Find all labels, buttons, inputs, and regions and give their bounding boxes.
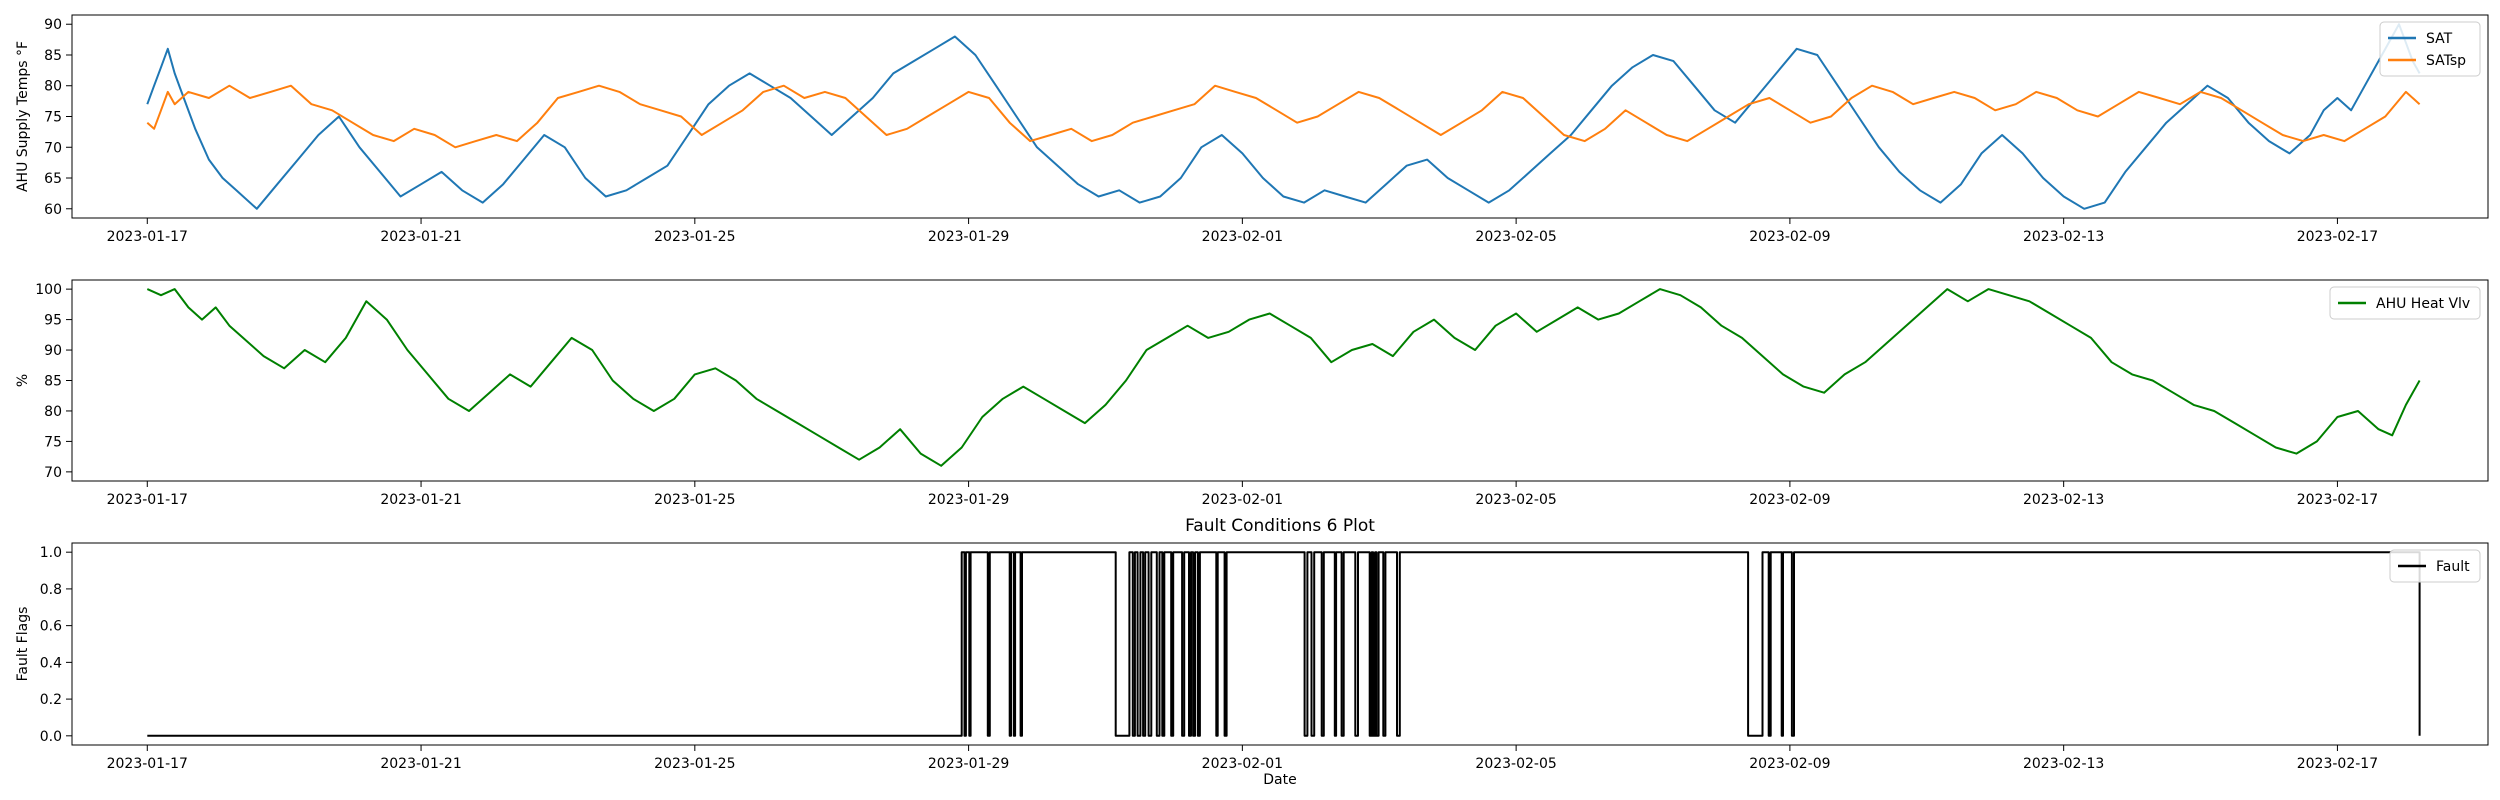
y-tick-label: 80 [44,79,62,95]
y-tick-label: 75 [44,110,62,126]
y-tick-label: 70 [44,465,62,481]
legend-entry: AHU Heat Vlv [2376,296,2470,312]
y-tick-label: 0.0 [40,729,62,745]
legend: AHU Heat Vlv [2329,286,2481,320]
y-tick-label: 80 [44,404,62,420]
x-tick-label: 2023-02-01 [1202,229,1283,245]
legend-entry: SAT [2426,31,2453,47]
subplot-2: 2023-01-17 2023-01-21 2023-01-25 2023-01-29… [15,279,2489,508]
x-tick-label: 2023-02-09 [1749,229,1830,245]
legend-entry: SATsp [2426,53,2466,69]
x-tick-label: 2023-02-05 [1475,492,1556,508]
x-tick-label: 2023-01-29 [928,492,1009,508]
y-tick-label: 75 [44,434,62,450]
x-tick-label: 2023-02-05 [1475,756,1556,772]
y-tick-label: 90 [44,343,62,359]
x-tick-label: 2023-02-17 [2297,756,2378,772]
x-axis-label: Date [1263,772,1296,788]
subplot-3: 2023-01-17 2023-01-21 2023-01-25 2023-01-29… [15,542,2489,772]
x-tick-label: 2023-02-13 [2023,492,2104,508]
y-tick-label: 60 [44,202,62,218]
x-tick-label: 2023-02-01 [1202,756,1283,772]
x-tick-label: 2023-02-17 [2297,492,2378,508]
legend: SAT SATsp [2379,21,2481,77]
y-tick-label: 90 [44,17,62,33]
y-axis-label: AHU Supply Temps °F [15,41,31,192]
legend: Fault [2389,549,2481,583]
figure-title: Fault Conditions 6 Plot [1185,516,1375,536]
x-tick-label: 2023-02-09 [1749,492,1830,508]
x-tick-label: 2023-02-01 [1202,492,1283,508]
y-tick-label: 0.6 [40,619,62,635]
y-axis-label: Fault Flags [15,607,31,682]
y-tick-label: 85 [44,48,62,64]
x-tick-label: 2023-01-17 [107,756,188,772]
y-tick-label: 85 [44,374,62,390]
y-tick-label: 0.8 [40,582,62,598]
y-tick-label: 1.0 [40,545,62,561]
x-tick-label: 2023-01-21 [380,229,461,245]
x-tick-label: 2023-01-25 [654,756,735,772]
y-axis-label: % [15,374,31,387]
series-line-satsp [146,84,2421,149]
series-line-ahu-heat-vlv [146,288,2421,467]
legend-box [2389,549,2481,583]
legend-entry: Fault [2436,559,2470,575]
x-tick-label: 2023-01-17 [107,492,188,508]
x-tick-label: 2023-01-17 [107,229,188,245]
series-line-fault [147,551,2421,737]
legend-box [2379,21,2481,77]
x-tick-label: 2023-01-29 [928,756,1009,772]
y-tick-label: 0.2 [40,692,62,708]
y-tick-label: 95 [44,313,62,329]
x-tick-label: 2023-01-21 [380,756,461,772]
series-line-sat [146,23,2421,210]
x-tick-label: 2023-01-29 [928,229,1009,245]
y-tick-label: 100 [35,282,62,298]
y-tick-label: 70 [44,140,62,156]
x-tick-label: 2023-01-25 [654,492,735,508]
axes-frame [71,542,2489,746]
x-tick-label: 2023-01-25 [654,229,735,245]
x-tick-label: 2023-02-13 [2023,756,2104,772]
y-tick-label: 0.4 [40,655,62,671]
y-tick-label: 65 [44,171,62,187]
subplots: 2023-01-17 2023-01-21 2023-01-25 2023-01-29… [15,14,2489,772]
legend-box [2329,286,2481,320]
subplot-1: 2023-01-17 2023-01-21 2023-01-25 2023-01-29… [15,14,2489,245]
x-tick-label: 2023-02-09 [1749,756,1830,772]
x-tick-label: 2023-02-05 [1475,229,1556,245]
x-tick-label: 2023-02-13 [2023,229,2104,245]
x-tick-label: 2023-01-21 [380,492,461,508]
x-tick-label: 2023-02-17 [2297,229,2378,245]
